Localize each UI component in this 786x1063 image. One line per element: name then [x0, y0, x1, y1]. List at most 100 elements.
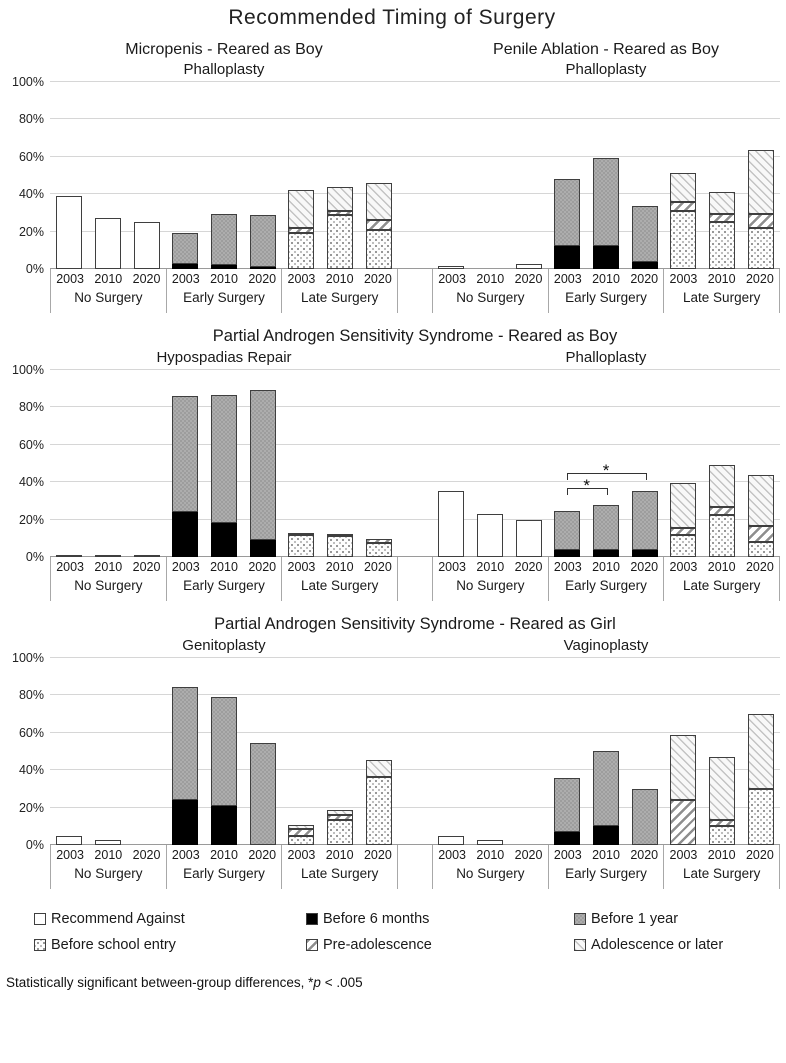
- bar-slot: [625, 82, 664, 269]
- bar-segment-pre-adolescence: [670, 527, 697, 535]
- gridline: [50, 806, 780, 808]
- chart-row-block: Partial Androgen Sensitivity Syndrome - …: [4, 327, 781, 601]
- group-label: Late Surgery: [683, 866, 761, 881]
- panel: [432, 658, 780, 845]
- bar-segment-adolescence-or-later: [747, 713, 774, 789]
- bar-slot: [432, 82, 471, 269]
- bar-segment-before-1-year: [211, 213, 237, 266]
- bar-segment-adolescence-or-later: [670, 735, 697, 800]
- year-label: 2003: [553, 848, 582, 862]
- year-label: 2003: [56, 560, 85, 574]
- panel-subtitle: Genitoplasty: [182, 637, 266, 654]
- year-label: 2003: [553, 560, 582, 574]
- year-label: 2020: [745, 560, 774, 574]
- year-label: 2010: [592, 848, 620, 862]
- bar-segment-adolescence-or-later: [747, 474, 774, 527]
- year-label: 2020: [363, 560, 392, 574]
- year-label: 2010: [210, 272, 238, 286]
- row-title: Partial Androgen Sensitivity Syndrome - …: [212, 327, 618, 345]
- bar-slot: [127, 370, 166, 557]
- y-axis-tick-label: 80%: [18, 112, 44, 126]
- legend-label: Before 6 months: [323, 911, 430, 927]
- stacked-bar: [709, 756, 735, 845]
- bar-segment-pre-adolescence: [288, 829, 315, 836]
- gridline: [50, 731, 780, 733]
- stacked-bar: [211, 696, 237, 845]
- stacked-bar: [709, 465, 735, 557]
- bar-segment-before-school-entry: [288, 835, 315, 845]
- bar-segment-before-school-entry: [288, 534, 315, 557]
- year-label: 2010: [210, 848, 238, 862]
- stacked-bar: [631, 788, 658, 845]
- year-label: 2010: [94, 560, 123, 574]
- panel-header: Micropenis - Reared as Boy Phalloplasty: [50, 40, 398, 82]
- legend-item: Recommend Against: [34, 911, 306, 927]
- bar-slot: [205, 370, 244, 557]
- year-label: 2010: [325, 272, 354, 286]
- stacked-bar: [631, 206, 658, 269]
- axis-band: 2003 2010 2020 No Surgery 2003 2010 2020 Early …: [50, 269, 399, 313]
- group-label: Early Surgery: [565, 290, 647, 305]
- year-label: 2010: [592, 560, 620, 574]
- bar-segment-pre-adolescence: [670, 201, 697, 211]
- bar-segment-before-6-months: [554, 831, 581, 845]
- bar-slot: [587, 658, 626, 845]
- bar-slot: [509, 370, 548, 557]
- footnote-pvalue: < .005: [320, 975, 363, 990]
- stacked-bar: [670, 173, 697, 269]
- x-axis-baseline: [50, 844, 780, 845]
- bar-slot: [432, 370, 471, 557]
- year-labels: 2003 2010 2020: [282, 560, 397, 574]
- bar-segment-pre-adolescence: [709, 507, 735, 515]
- year-label: 2020: [514, 560, 543, 574]
- bar-slot: [127, 658, 166, 846]
- bar-segment-before-6-months: [172, 264, 199, 269]
- bar-segment-before-school-entry: [327, 214, 353, 269]
- stacked-bar: [249, 214, 276, 269]
- axis-group: 2003 2010 2020 No Surgery: [432, 845, 549, 889]
- year-label: 2003: [171, 848, 200, 862]
- axis-group: 2003 2010 2020 Late Surgery: [664, 557, 781, 601]
- y-axis-tick-label: 0%: [25, 838, 44, 852]
- bar-segment-before-6-months: [554, 245, 581, 269]
- bar-segment-pre-adolescence: [327, 815, 353, 820]
- bar-group: [282, 658, 398, 845]
- group-label: Late Surgery: [301, 290, 379, 305]
- bar-segment-adolescence-or-later: [670, 173, 697, 202]
- bar-slot: [471, 658, 510, 845]
- bar-slot: [50, 658, 89, 845]
- year-label: 2020: [745, 848, 774, 862]
- year-label: 2003: [438, 848, 467, 862]
- y-axis: 0% 20% 40% 60% 80% 100%: [4, 651, 50, 853]
- gridline: [50, 656, 780, 658]
- bar-group: [282, 370, 398, 557]
- group-label: No Surgery: [74, 866, 143, 881]
- stacked-bar: [211, 394, 237, 557]
- year-label: 2020: [132, 848, 161, 862]
- gridline: [50, 193, 780, 194]
- stacked-bar: [631, 491, 658, 557]
- axis-panels: 2003 2010 2020 No Surgery 2003 2010 2020 Early …: [50, 845, 781, 889]
- group-label: No Surgery: [74, 290, 143, 305]
- bar-slot: [703, 370, 742, 557]
- bar-slot: [282, 82, 321, 269]
- bar-segment-pre-adolescence: [709, 819, 735, 827]
- group-label: Early Surgery: [183, 578, 265, 593]
- bar-group: [432, 82, 548, 269]
- legend-swatch-before-6-months: [306, 913, 318, 925]
- stacked-bar: [438, 266, 465, 269]
- bar-slot: [548, 82, 587, 269]
- axis-group: 2003 2010 2020 Late Surgery: [282, 269, 399, 313]
- y-axis-tick-label: 100%: [12, 74, 44, 89]
- bar-group: [548, 82, 664, 269]
- year-label: 2020: [132, 560, 161, 574]
- stacked-bar: [747, 149, 774, 269]
- year-label: 2003: [171, 272, 200, 286]
- bar-segment-before-1-year: [554, 179, 581, 246]
- bar-segment-before-1-year: [249, 390, 276, 541]
- stacked-bar: [288, 825, 315, 845]
- bar-segment-before-school-entry: [327, 536, 353, 557]
- year-label: 2010: [707, 560, 736, 574]
- bar-segment-before-1-year: [249, 742, 276, 845]
